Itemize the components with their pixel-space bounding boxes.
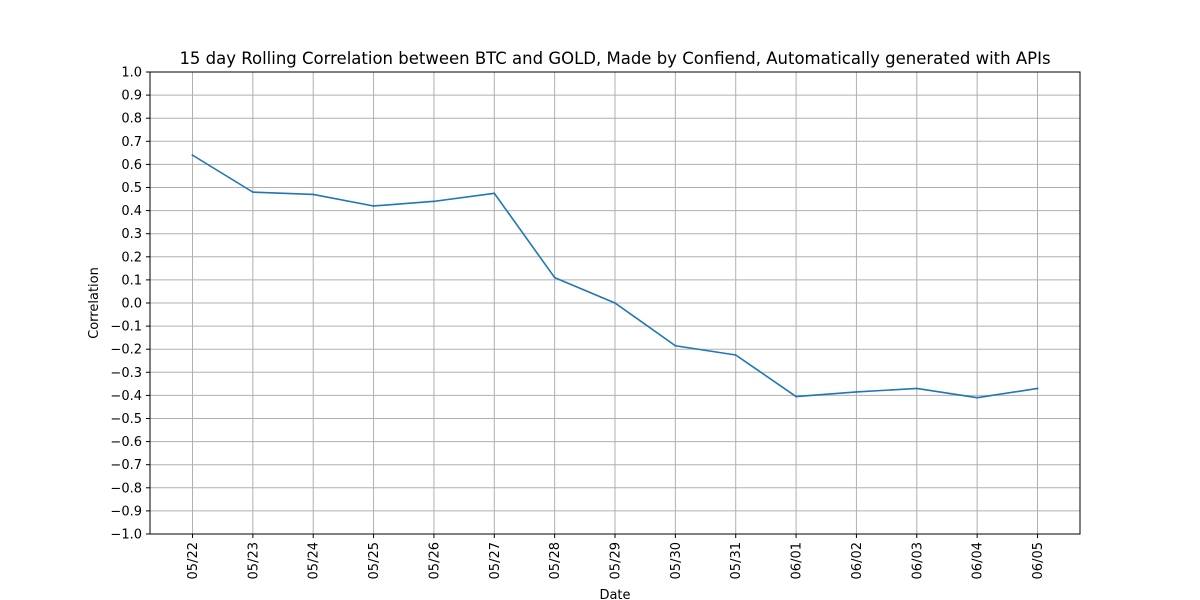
y-tick-label: 0.0	[121, 297, 142, 312]
y-tick-label: 0.8	[121, 112, 142, 127]
data-point	[915, 387, 918, 390]
y-tick-label: −0.3	[110, 366, 142, 381]
data-point	[493, 192, 496, 195]
data-point	[614, 302, 616, 304]
data-point	[976, 396, 979, 399]
y-tick-label: 0.7	[121, 135, 142, 150]
x-tick-label: 05/31	[729, 542, 744, 579]
data-point	[251, 191, 254, 194]
x-tick-label: 05/29	[609, 542, 624, 579]
grid	[150, 71, 1080, 535]
y-tick-label: 0.1	[121, 273, 142, 288]
x-tick-label: 05/23	[246, 542, 261, 579]
data-point	[1036, 387, 1039, 390]
y-tick-label: −0.7	[110, 458, 142, 473]
data-point	[734, 354, 737, 356]
plot-frame	[149, 71, 1081, 535]
data-point	[191, 154, 194, 157]
chart-title: 15 day Rolling Correlation between BTC a…	[179, 49, 1050, 68]
y-tick-label: −0.8	[110, 481, 142, 496]
x-axis-label: Date	[599, 588, 630, 600]
data-point	[433, 200, 435, 203]
y-tick-label: −0.6	[110, 435, 142, 450]
x-tick-label: 05/30	[669, 542, 684, 579]
y-tick-label: 0.2	[121, 250, 142, 265]
y-tick-label: 1.0	[121, 66, 142, 81]
y-tick-label: 0.5	[121, 181, 142, 196]
data-point	[795, 395, 797, 398]
x-tick-label: 05/22	[186, 542, 201, 579]
y-axis-ticks: −1.0 −0.9 −0.8 −0.7 −0.6 −0.5 −0.4 −0.3 −0.2 −0.1…	[110, 66, 150, 543]
y-tick-label: 0.3	[121, 227, 142, 242]
x-tick-label: 06/05	[1031, 542, 1046, 579]
x-tick-label: 05/28	[548, 542, 563, 579]
y-tick-label: −0.4	[110, 389, 142, 404]
y-tick-label: −0.2	[110, 343, 142, 358]
series-layer	[191, 154, 1039, 399]
x-tick-label: 06/03	[910, 542, 925, 579]
y-tick-label: 0.6	[121, 158, 142, 173]
x-axis-ticks: 05/22 05/23 05/24 05/25 05/26 05/27 05/28 05/29…	[186, 534, 1046, 579]
y-axis-label: Correlation	[87, 267, 102, 339]
y-tick-label: −0.1	[110, 320, 142, 335]
y-tick-label: 0.4	[121, 204, 142, 219]
y-tick-label: −0.9	[110, 504, 142, 519]
data-point	[855, 391, 858, 393]
data-point	[674, 344, 677, 347]
data-point	[312, 193, 315, 196]
x-tick-label: 06/04	[971, 542, 986, 579]
y-tick-label: −0.5	[110, 412, 142, 427]
x-tick-label: 05/24	[307, 542, 322, 579]
y-tick-label: 0.9	[121, 89, 142, 104]
x-tick-label: 05/25	[367, 542, 382, 579]
data-point	[372, 205, 375, 207]
x-tick-label: 06/02	[850, 542, 865, 579]
y-tick-label: −1.0	[110, 528, 142, 543]
x-tick-label: 06/01	[790, 542, 805, 579]
x-tick-label: 05/26	[427, 542, 442, 579]
data-point	[553, 276, 556, 279]
x-tick-label: 05/27	[488, 542, 503, 579]
